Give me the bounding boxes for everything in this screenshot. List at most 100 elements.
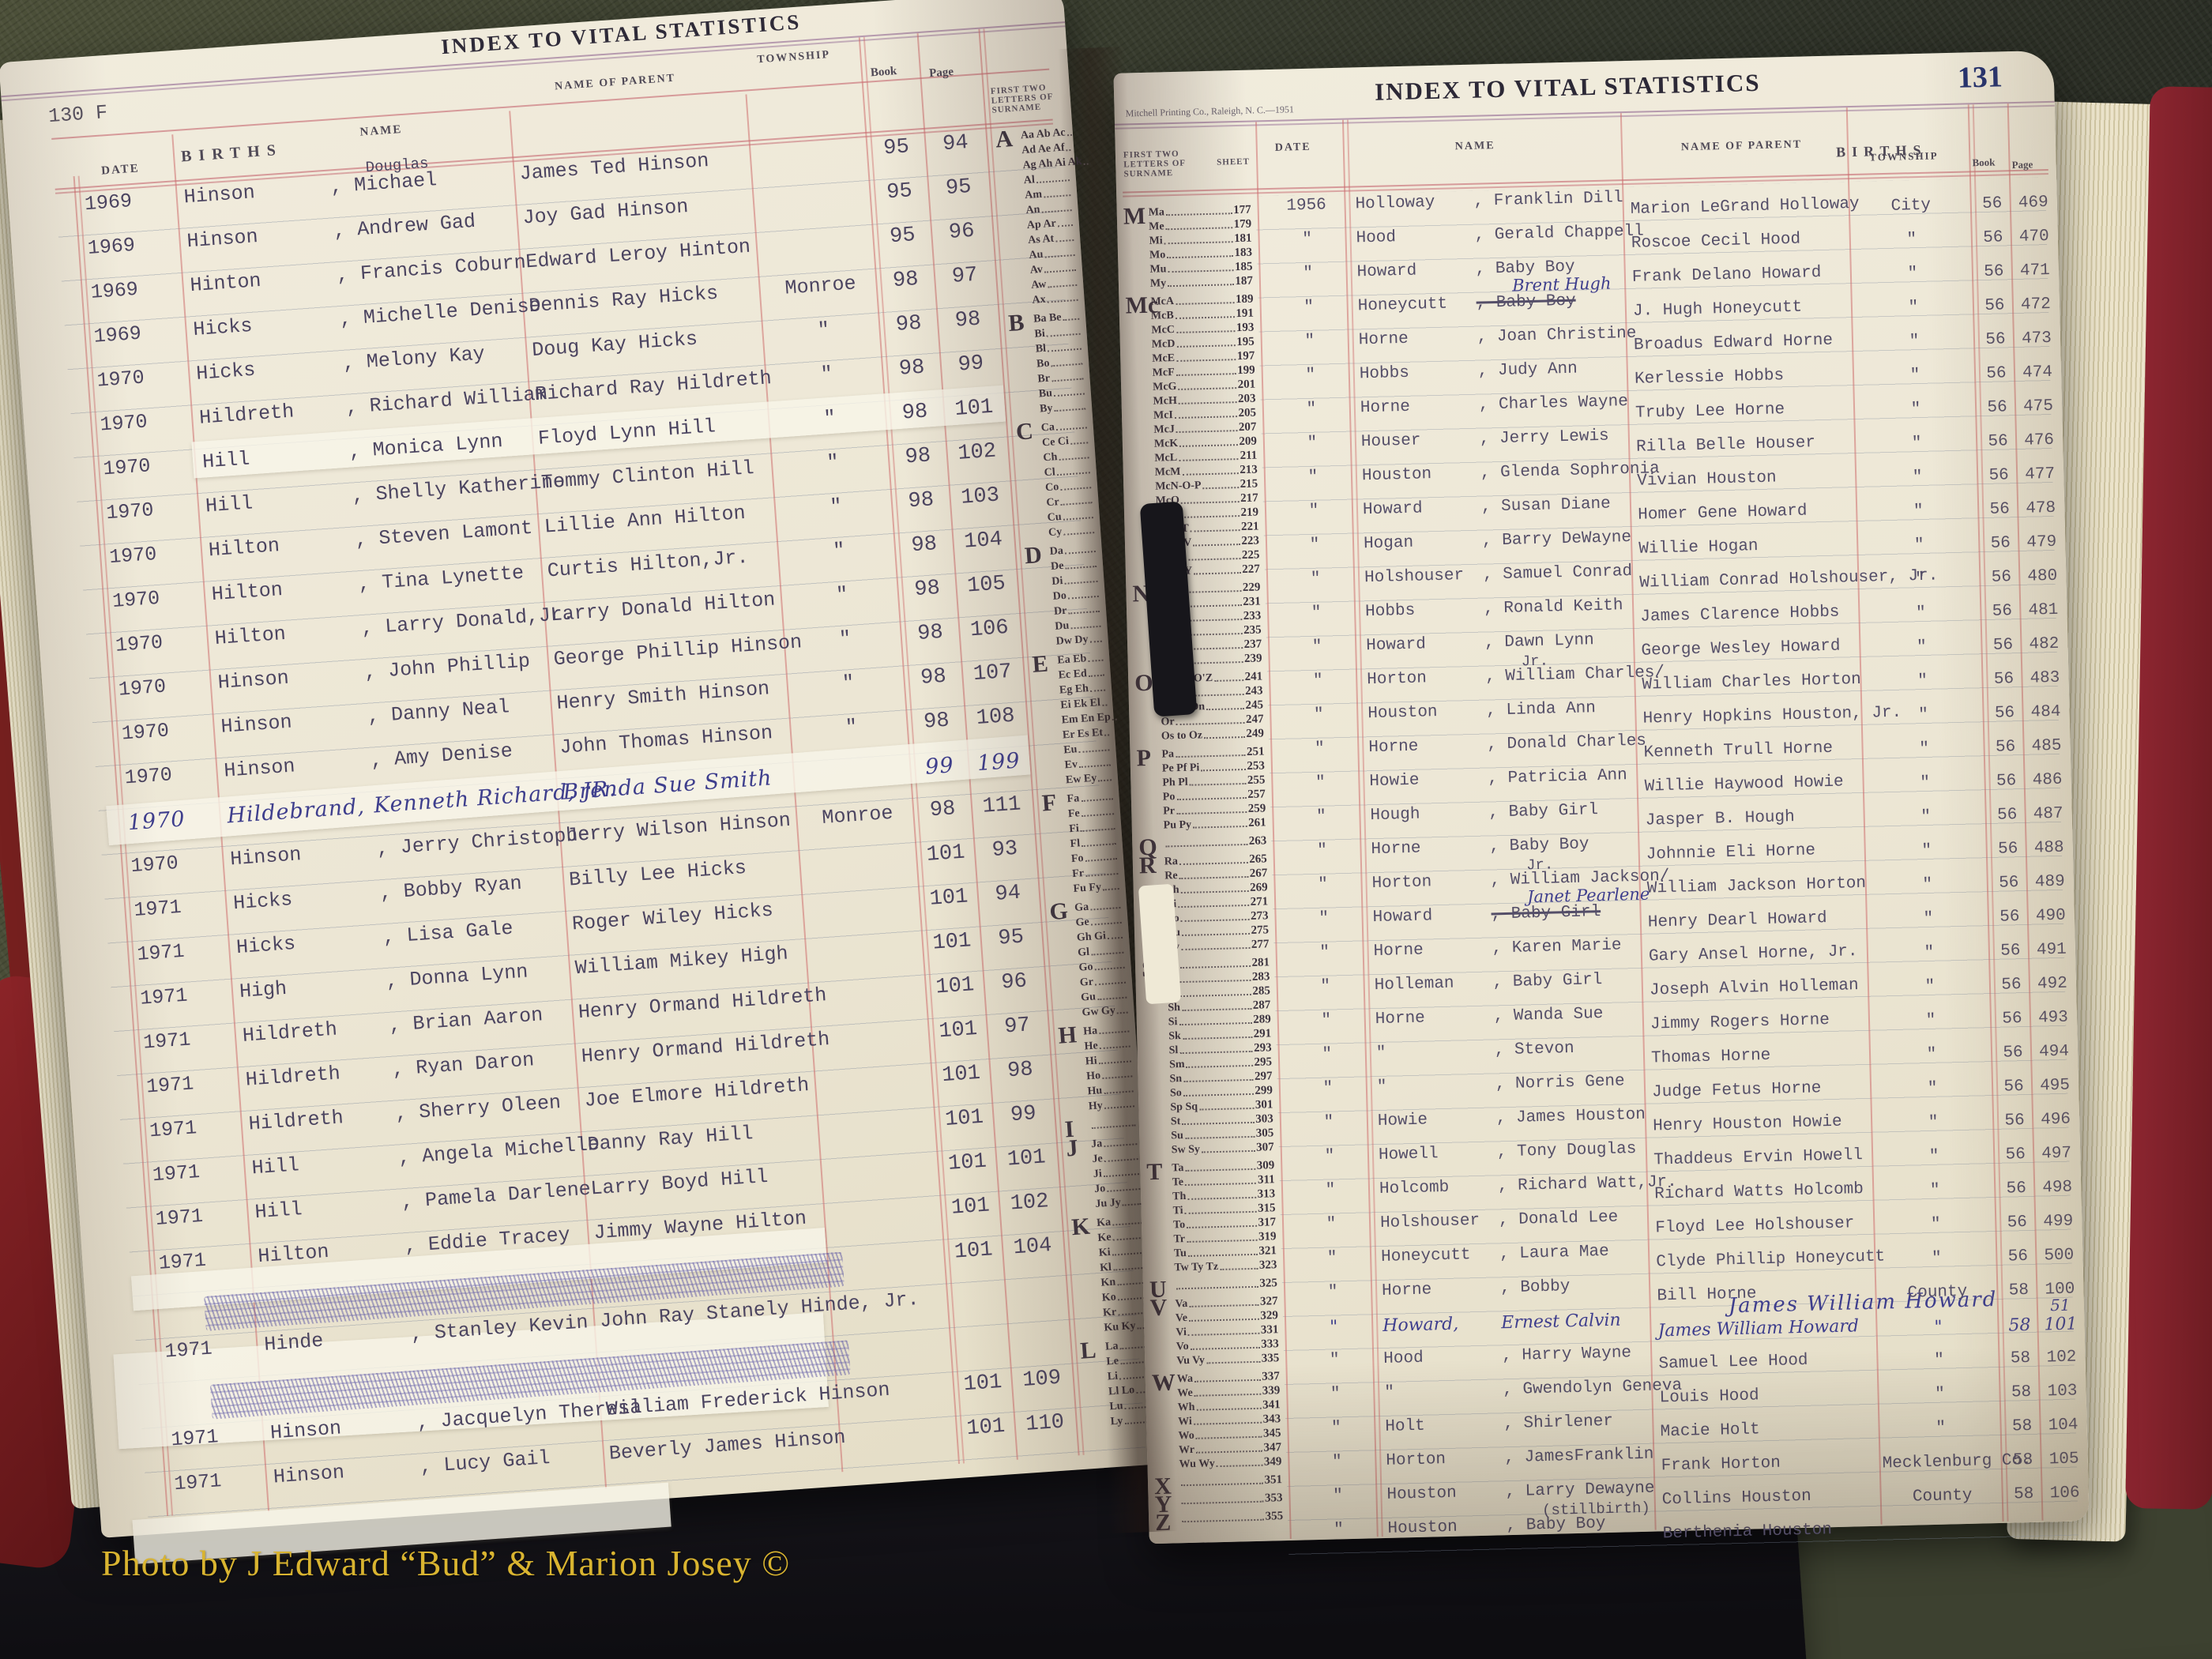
date-cell: " xyxy=(1305,366,1316,385)
letter-index-line: McI 205 xyxy=(1153,406,1256,423)
sheet-number: 303 xyxy=(1255,1112,1274,1126)
dotted-leader xyxy=(1174,416,1237,419)
given-name-cell: , Harry Wayne xyxy=(1502,1344,1631,1365)
book-cell: 56 xyxy=(1992,602,2013,621)
sheet-number: 247 xyxy=(1245,713,1264,726)
letter-pair: Do xyxy=(1052,589,1067,603)
dotted-leader xyxy=(1181,932,1250,937)
letter-pair: Wh xyxy=(1177,1401,1195,1414)
book-cell: 56 xyxy=(1982,228,2003,247)
date-cell: 1969 xyxy=(84,190,134,216)
letter-index-line: Pr 259 xyxy=(1163,801,1266,818)
page-cell: 105 xyxy=(2048,1450,2079,1469)
letter-index-line: McB 191 xyxy=(1151,307,1254,323)
parent-name-cell: Clyde Phillip Honeycutt xyxy=(1656,1247,1886,1272)
letter-pair: McE xyxy=(1152,352,1176,365)
letter-index-line: Vu Vy 335 xyxy=(1176,1351,1279,1367)
dotted-leader xyxy=(1185,1182,1257,1187)
letter-pair: McI xyxy=(1153,409,1174,422)
letter-pair: Ve xyxy=(1175,1312,1188,1325)
book-cell: 101 xyxy=(944,1105,984,1133)
sheet-number: 239 xyxy=(1243,652,1262,665)
given-name-cell: , Michael Douglas xyxy=(329,155,438,199)
col-header-name: NAME xyxy=(359,122,403,139)
letter-pair: Si xyxy=(1168,1016,1178,1029)
given-name-cell: , Baby Girl Janet Pearlene xyxy=(1491,885,1650,924)
page-cell: 481 xyxy=(2028,600,2059,620)
letter-pair: Br xyxy=(1036,372,1051,386)
dotted-leader xyxy=(1180,918,1250,923)
township-cell: " xyxy=(1925,1011,1936,1031)
page-cell: 480 xyxy=(2027,566,2058,586)
book-cell: 56 xyxy=(2002,1010,2022,1029)
page-cell: 111 xyxy=(981,792,1022,819)
page-cell: 104 xyxy=(963,528,1003,555)
surname-cell: Howard xyxy=(1356,261,1417,282)
given-name: , Ronald Keith xyxy=(1483,596,1623,619)
dotted-leader xyxy=(1183,1093,1254,1097)
surname-cell: Horne xyxy=(1358,329,1409,350)
letter-index-line: So 299 xyxy=(1170,1083,1273,1100)
page-cell: 109 xyxy=(1021,1366,1063,1393)
letter-index-line: McC 193 xyxy=(1151,321,1254,337)
date-cell: " xyxy=(1326,1215,1337,1234)
surname-cell: Hicks xyxy=(235,931,297,960)
letter-index-line: Mo 183 xyxy=(1149,246,1252,262)
date-cell: " xyxy=(1330,1385,1341,1404)
surname-cell: Hinde xyxy=(263,1329,325,1356)
date-cell: " xyxy=(1313,705,1324,724)
township-cell: " xyxy=(1935,1385,1946,1404)
township-cell: Mecklenburg Co. xyxy=(1882,1450,2032,1473)
given-name-cell: , Ronald Keith xyxy=(1484,596,1623,618)
letter-index-line: Sh 287 xyxy=(1168,998,1270,1014)
surname-cell: Hinson xyxy=(216,666,290,694)
given-name: , Richard Watt,Jr. xyxy=(1497,1172,1678,1196)
letter-pair: Sl xyxy=(1168,1044,1179,1057)
parent-name-cell: Henry Houston Howie xyxy=(1652,1112,1842,1136)
parent-name-cell: Willie Haywood Howie xyxy=(1644,773,1844,796)
letter-index-line: McA 189 xyxy=(1150,292,1253,309)
sheet-number: 203 xyxy=(1237,392,1256,406)
book-cell: 101 xyxy=(965,1414,1006,1442)
sheet-number: 301 xyxy=(1255,1098,1273,1112)
sheet-number: 265 xyxy=(1249,852,1267,866)
book-cell: 98 xyxy=(913,576,941,603)
letter-index-line: To 317 xyxy=(1173,1215,1276,1232)
book-cell: 98 xyxy=(916,620,944,646)
book-cell: 56 xyxy=(1986,364,2007,383)
sheet-number: 267 xyxy=(1249,867,1268,880)
letter-index-line: Ry277 xyxy=(1166,937,1269,954)
letter-index-header: FIRST TWO LETTERS OF SURNAME xyxy=(990,82,1054,115)
dotted-leader xyxy=(1182,1036,1252,1040)
sheet-number: 337 xyxy=(1262,1370,1280,1383)
township-cell: City xyxy=(1890,196,1932,216)
date-cell: " xyxy=(1322,1045,1333,1064)
dotted-leader xyxy=(1195,1435,1262,1439)
given-name: , Tony Douglas xyxy=(1496,1140,1637,1162)
letter-index-line: Si 289 xyxy=(1168,1012,1271,1029)
dotted-leader xyxy=(1187,1224,1257,1228)
letter-index-line: Su 305 xyxy=(1171,1126,1273,1142)
page-cell: 485 xyxy=(2031,736,2062,756)
page-cell: 489 xyxy=(2034,872,2065,892)
sheet-number: 309 xyxy=(1256,1159,1275,1172)
book-cell: 56 xyxy=(2003,1078,2025,1097)
parent-name-cell: Kenneth Trull Horne xyxy=(1643,739,1834,762)
given-name: , Linda Ann xyxy=(1486,699,1597,720)
col-header-page: Page xyxy=(2011,158,2033,171)
surname-cell: Hilton xyxy=(210,577,284,607)
given-name: , Jerry Lewis xyxy=(1479,427,1609,449)
sheet-number: 307 xyxy=(1256,1141,1274,1154)
page-cell: 469 xyxy=(2018,193,2048,213)
dotted-leader xyxy=(1184,1135,1255,1140)
sheet-number: 233 xyxy=(1243,609,1262,623)
sheet-number: 271 xyxy=(1250,895,1269,908)
township-cell: " xyxy=(1926,1045,1937,1065)
page-cell: 471 xyxy=(2019,261,2051,280)
sheet-number: 345 xyxy=(1262,1427,1281,1440)
given-name: , Wanda Sue xyxy=(1493,1005,1604,1026)
page-cell: 106 xyxy=(2049,1484,2080,1503)
letter-index-line: Ta 309 xyxy=(1172,1158,1274,1175)
page-cell: 500 xyxy=(2044,1246,2075,1266)
